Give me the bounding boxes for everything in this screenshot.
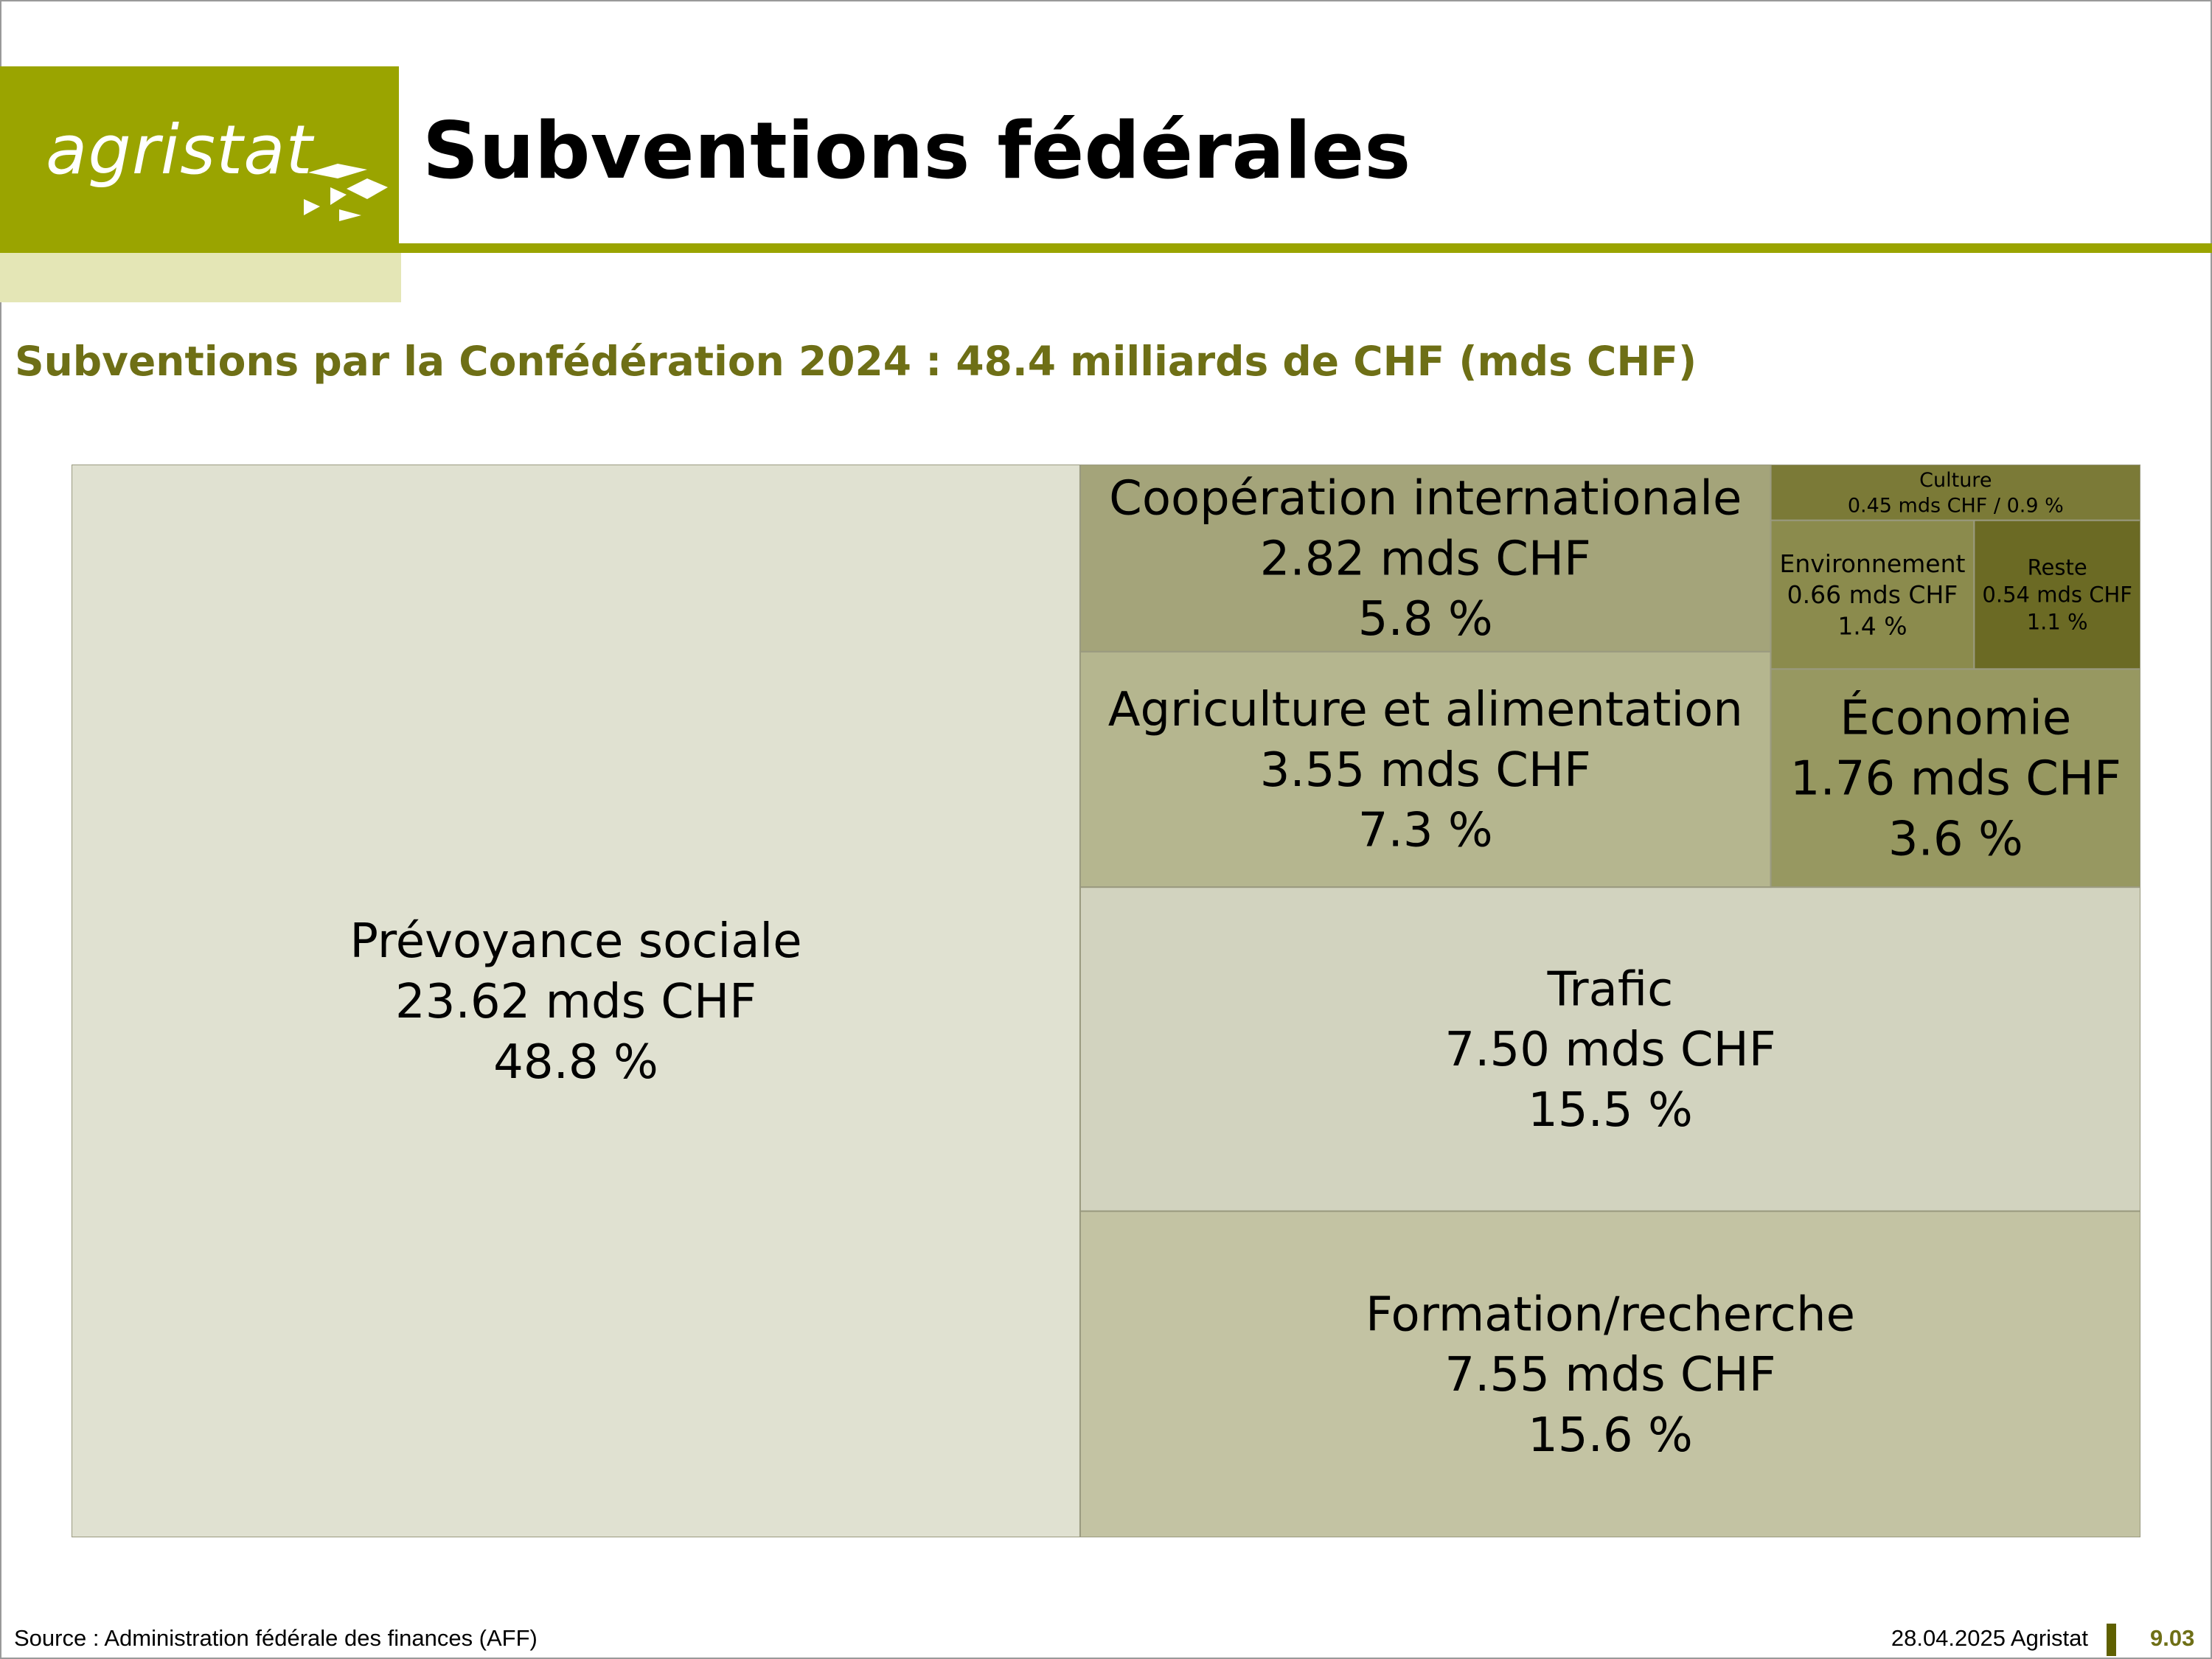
footer-source: Source : Administration fédérale des fin… <box>14 1625 538 1651</box>
treemap-value-reste: 0.54 mds CHF <box>1982 582 2132 608</box>
treemap-value-cooperation-internationale: 2.82 mds CHF <box>1260 532 1591 586</box>
page-title: Subventions fédérales <box>422 105 1411 196</box>
treemap-percent-agriculture-et-alimentation: 7.3 % <box>1358 804 1493 858</box>
treemap-value-economie: 1.76 mds CHF <box>1790 752 2121 807</box>
treemap-label-culture: Culture <box>1919 469 1992 492</box>
treemap-percent-economie: 3.6 % <box>1888 813 2023 867</box>
footer-divider <box>2107 1624 2116 1656</box>
treemap-cell-reste <box>1973 519 2140 670</box>
logo-block <box>0 66 399 253</box>
chart-subtitle: Subventions par la Confédération 2024 : … <box>15 338 1697 385</box>
treemap-label-prevoyance-sociale: Prévoyance sociale <box>349 914 801 969</box>
treemap-label-trafic: Trafic <box>1547 962 1674 1017</box>
treemap-chart: Prévoyance sociale 23.62 mds CHF 48.8 % For… <box>72 465 2140 1537</box>
treemap-svg: Prévoyance sociale 23.62 mds CHF 48.8 % For… <box>72 465 2140 1537</box>
header-rule <box>399 243 2212 253</box>
treemap-label-environnement: Environnement <box>1780 549 1966 578</box>
treemap-cell-cooperation-internationale <box>1079 465 1772 653</box>
treemap-percent-cooperation-internationale: 5.8 % <box>1358 592 1493 647</box>
treemap-label-reste: Reste <box>2028 554 2087 580</box>
treemap-percent-prevoyance-sociale: 48.8 % <box>493 1035 658 1090</box>
treemap-cell-environnement <box>1770 519 1975 670</box>
treemap-cell-prevoyance-sociale <box>72 465 1081 1537</box>
footer-date: 28.04.2025 Agristat <box>1891 1625 2088 1651</box>
treemap-value-prevoyance-sociale: 23.62 mds CHF <box>395 975 757 1029</box>
treemap-cell-trafic <box>1079 886 2140 1212</box>
logo-mark-icon <box>304 164 388 221</box>
logo-text: agristat <box>46 111 313 189</box>
page-number: 9.03 <box>2150 1625 2195 1651</box>
treemap-value-trafic: 7.50 mds CHF <box>1444 1023 1775 1077</box>
treemap-value-environnement: 0.66 mds CHF <box>1787 580 1958 609</box>
treemap-percent-trafic: 15.5 % <box>1528 1083 1693 1138</box>
treemap-label-formation-recherche: Formation/recherche <box>1366 1287 1855 1342</box>
treemap-value-agriculture-et-alimentation: 3.55 mds CHF <box>1260 743 1591 798</box>
treemap-label-cooperation-internationale: Coopération internationale <box>1109 471 1742 526</box>
treemap-cell-economie <box>1770 668 2140 888</box>
treemap-value-formation-recherche: 7.55 mds CHF <box>1444 1348 1775 1402</box>
treemap-cell-agriculture-et-alimentation <box>1079 650 1772 888</box>
treemap-label-economie: Économie <box>1840 690 2071 746</box>
treemap-percent-reste: 1.1 % <box>2027 610 2088 635</box>
treemap-cell-culture <box>1770 465 2140 521</box>
treemap-percent-formation-recherche: 15.6 % <box>1528 1408 1693 1463</box>
logo-tab <box>0 253 401 302</box>
treemap-label-agriculture-et-alimentation: Agriculture et alimentation <box>1108 683 1743 737</box>
treemap-value-culture: 0.45 mds CHF / 0.9 % <box>1848 495 2064 518</box>
treemap-percent-environnement: 1.4 % <box>1837 611 1907 640</box>
